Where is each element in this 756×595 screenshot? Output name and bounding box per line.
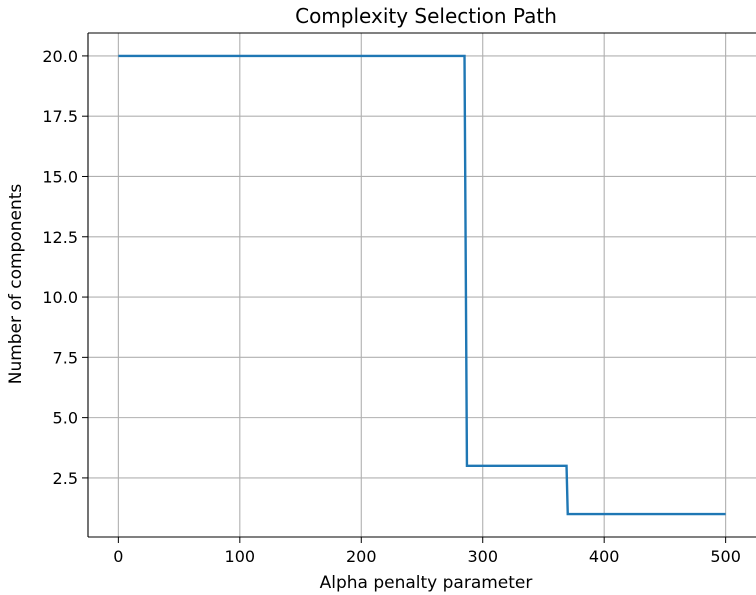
x-tick-label: 500 — [710, 547, 741, 566]
grid — [88, 33, 756, 537]
y-tick-label: 17.5 — [42, 107, 78, 126]
chart-title: Complexity Selection Path — [295, 4, 557, 28]
axes — [87, 32, 756, 538]
y-tick-label: 10.0 — [42, 288, 78, 307]
x-axis-label: Alpha penalty parameter — [320, 573, 533, 593]
x-tick-label: 100 — [225, 547, 256, 566]
y-tick-label: 15.0 — [42, 167, 78, 186]
series-layer — [118, 54, 726, 516]
y-tick-label: 20.0 — [42, 47, 78, 66]
y-tick-label: 7.5 — [53, 348, 78, 367]
y-tick-label: 5.0 — [53, 409, 78, 428]
ticks: 0 100 200 300 400 500 2.5 5.0 7.5 10.0 12.5 15.0 17.… — [42, 47, 741, 566]
y-tick-label: 12.5 — [42, 228, 78, 247]
x-tick-label: 400 — [589, 547, 620, 566]
x-tick-label: 0 — [113, 547, 123, 566]
x-tick-label: 200 — [346, 547, 377, 566]
y-axis-label: Number of components — [6, 184, 26, 385]
x-tick-label: 300 — [467, 547, 498, 566]
series-line — [118, 54, 726, 516]
y-tick-label: 2.5 — [53, 469, 78, 488]
